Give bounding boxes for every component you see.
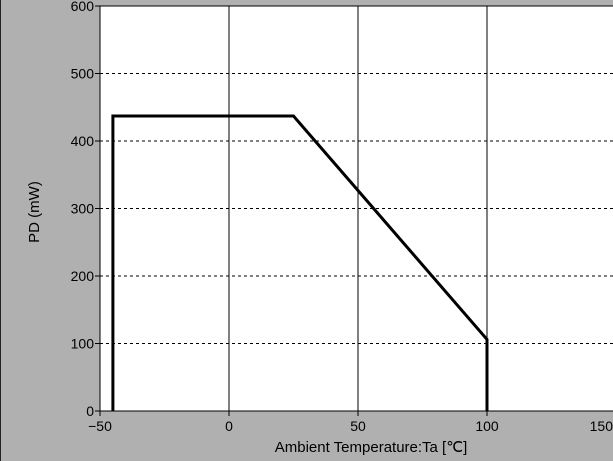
y-tick-label: 500	[71, 66, 95, 82]
y-ticks: 0 100 200 300 400 500 600	[71, 0, 100, 419]
x-tick-label: −50	[88, 418, 112, 434]
y-tick-label: 400	[71, 133, 95, 149]
x-tick-label: 150	[590, 418, 613, 434]
y-tick-label: 200	[71, 268, 95, 284]
plot-area	[99, 5, 613, 412]
series	[111, 114, 489, 411]
x-axis-label: Ambient Temperature:Ta [℃]	[275, 439, 468, 456]
y-tick-label: 0	[86, 403, 94, 419]
y-axis-label: PD (mW)	[26, 181, 43, 243]
x-tick-label: 100	[475, 418, 499, 434]
y-tick-label: 100	[71, 336, 95, 352]
y-tick-label: 300	[71, 201, 95, 217]
x-ticks: −50 0 50 100 150	[88, 411, 613, 434]
series-line	[111, 114, 489, 411]
y-tick-label: 600	[71, 0, 95, 14]
x-tick-label: 0	[225, 418, 233, 434]
x-tick-label: 50	[350, 418, 366, 434]
